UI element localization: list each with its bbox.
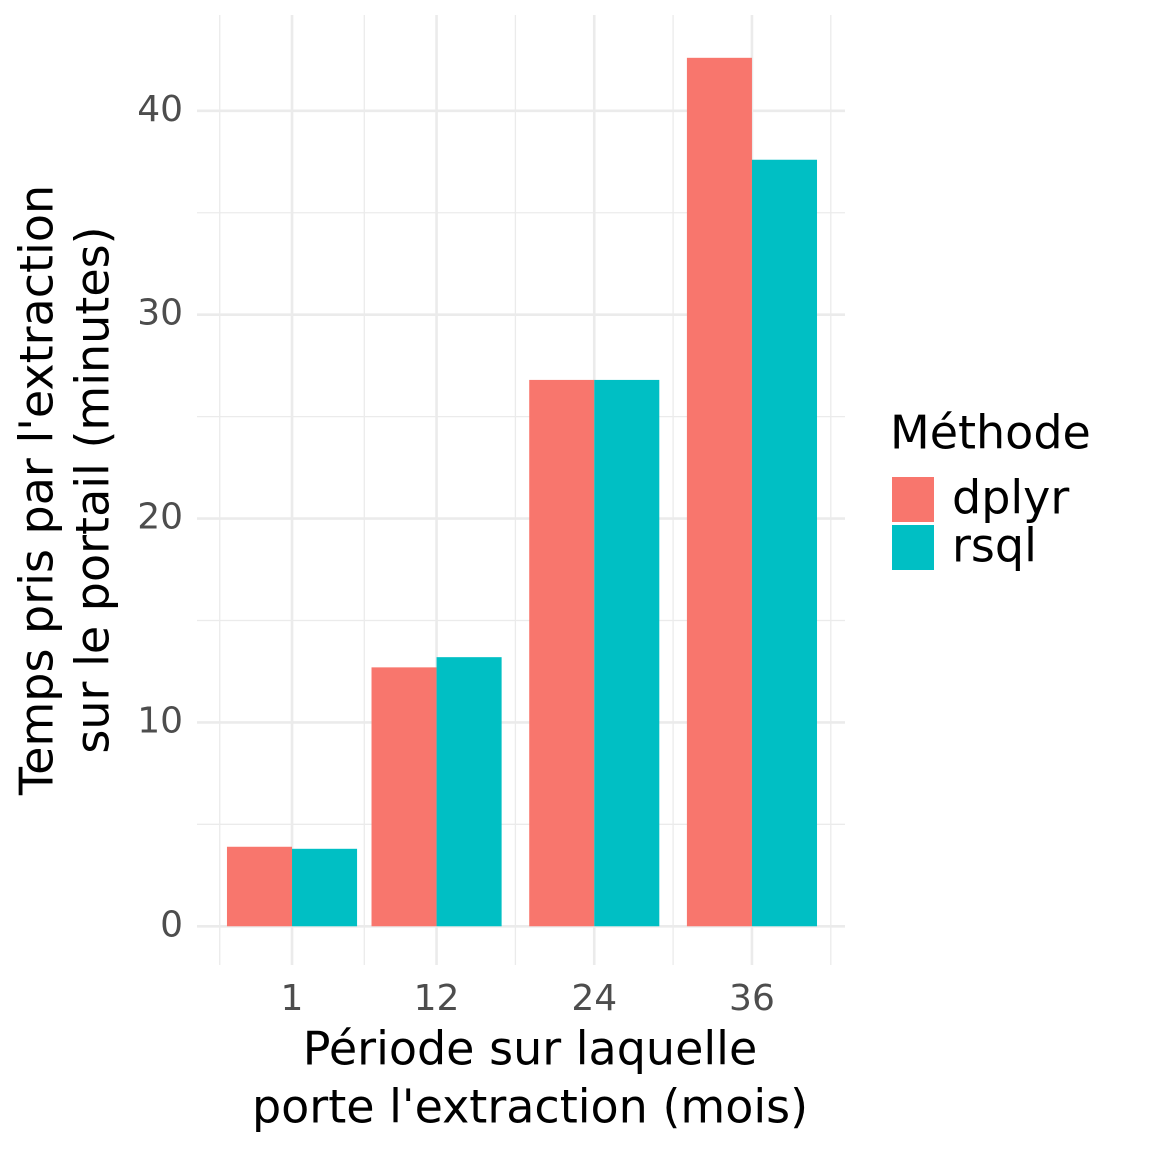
bar: [292, 848, 358, 927]
legend-key: [892, 525, 934, 570]
legend-title: Méthode: [890, 406, 1091, 460]
bar: [529, 379, 595, 927]
y-tick-label: 10: [137, 700, 183, 741]
y-tick-label: 0: [160, 904, 183, 945]
y-axis-title: sur le portail (minutes): [66, 226, 120, 753]
y-tick-label: 20: [137, 497, 183, 538]
bar: [751, 159, 818, 927]
x-tick-label: 1: [281, 978, 304, 1019]
bar: [436, 657, 502, 927]
bar: [226, 846, 293, 927]
x-axis-title: Période sur laquelle: [303, 1022, 758, 1076]
legend-label: rsql: [952, 519, 1037, 573]
y-axis-title: Temps pris par l'extraction: [10, 185, 64, 796]
legend-label: dplyr: [952, 471, 1069, 525]
y-tick-label: 30: [137, 293, 183, 334]
bar: [371, 667, 437, 927]
x-tick-label: 12: [414, 978, 460, 1019]
x-tick-label: 24: [571, 978, 617, 1019]
x-axis-title: porte l'extraction (mois): [252, 1080, 808, 1134]
bar: [686, 57, 752, 927]
y-tick-label: 40: [137, 89, 183, 130]
x-tick-label: 36: [729, 978, 775, 1019]
bars: [226, 57, 818, 927]
legend-key: [892, 477, 934, 522]
bar: [594, 379, 660, 927]
